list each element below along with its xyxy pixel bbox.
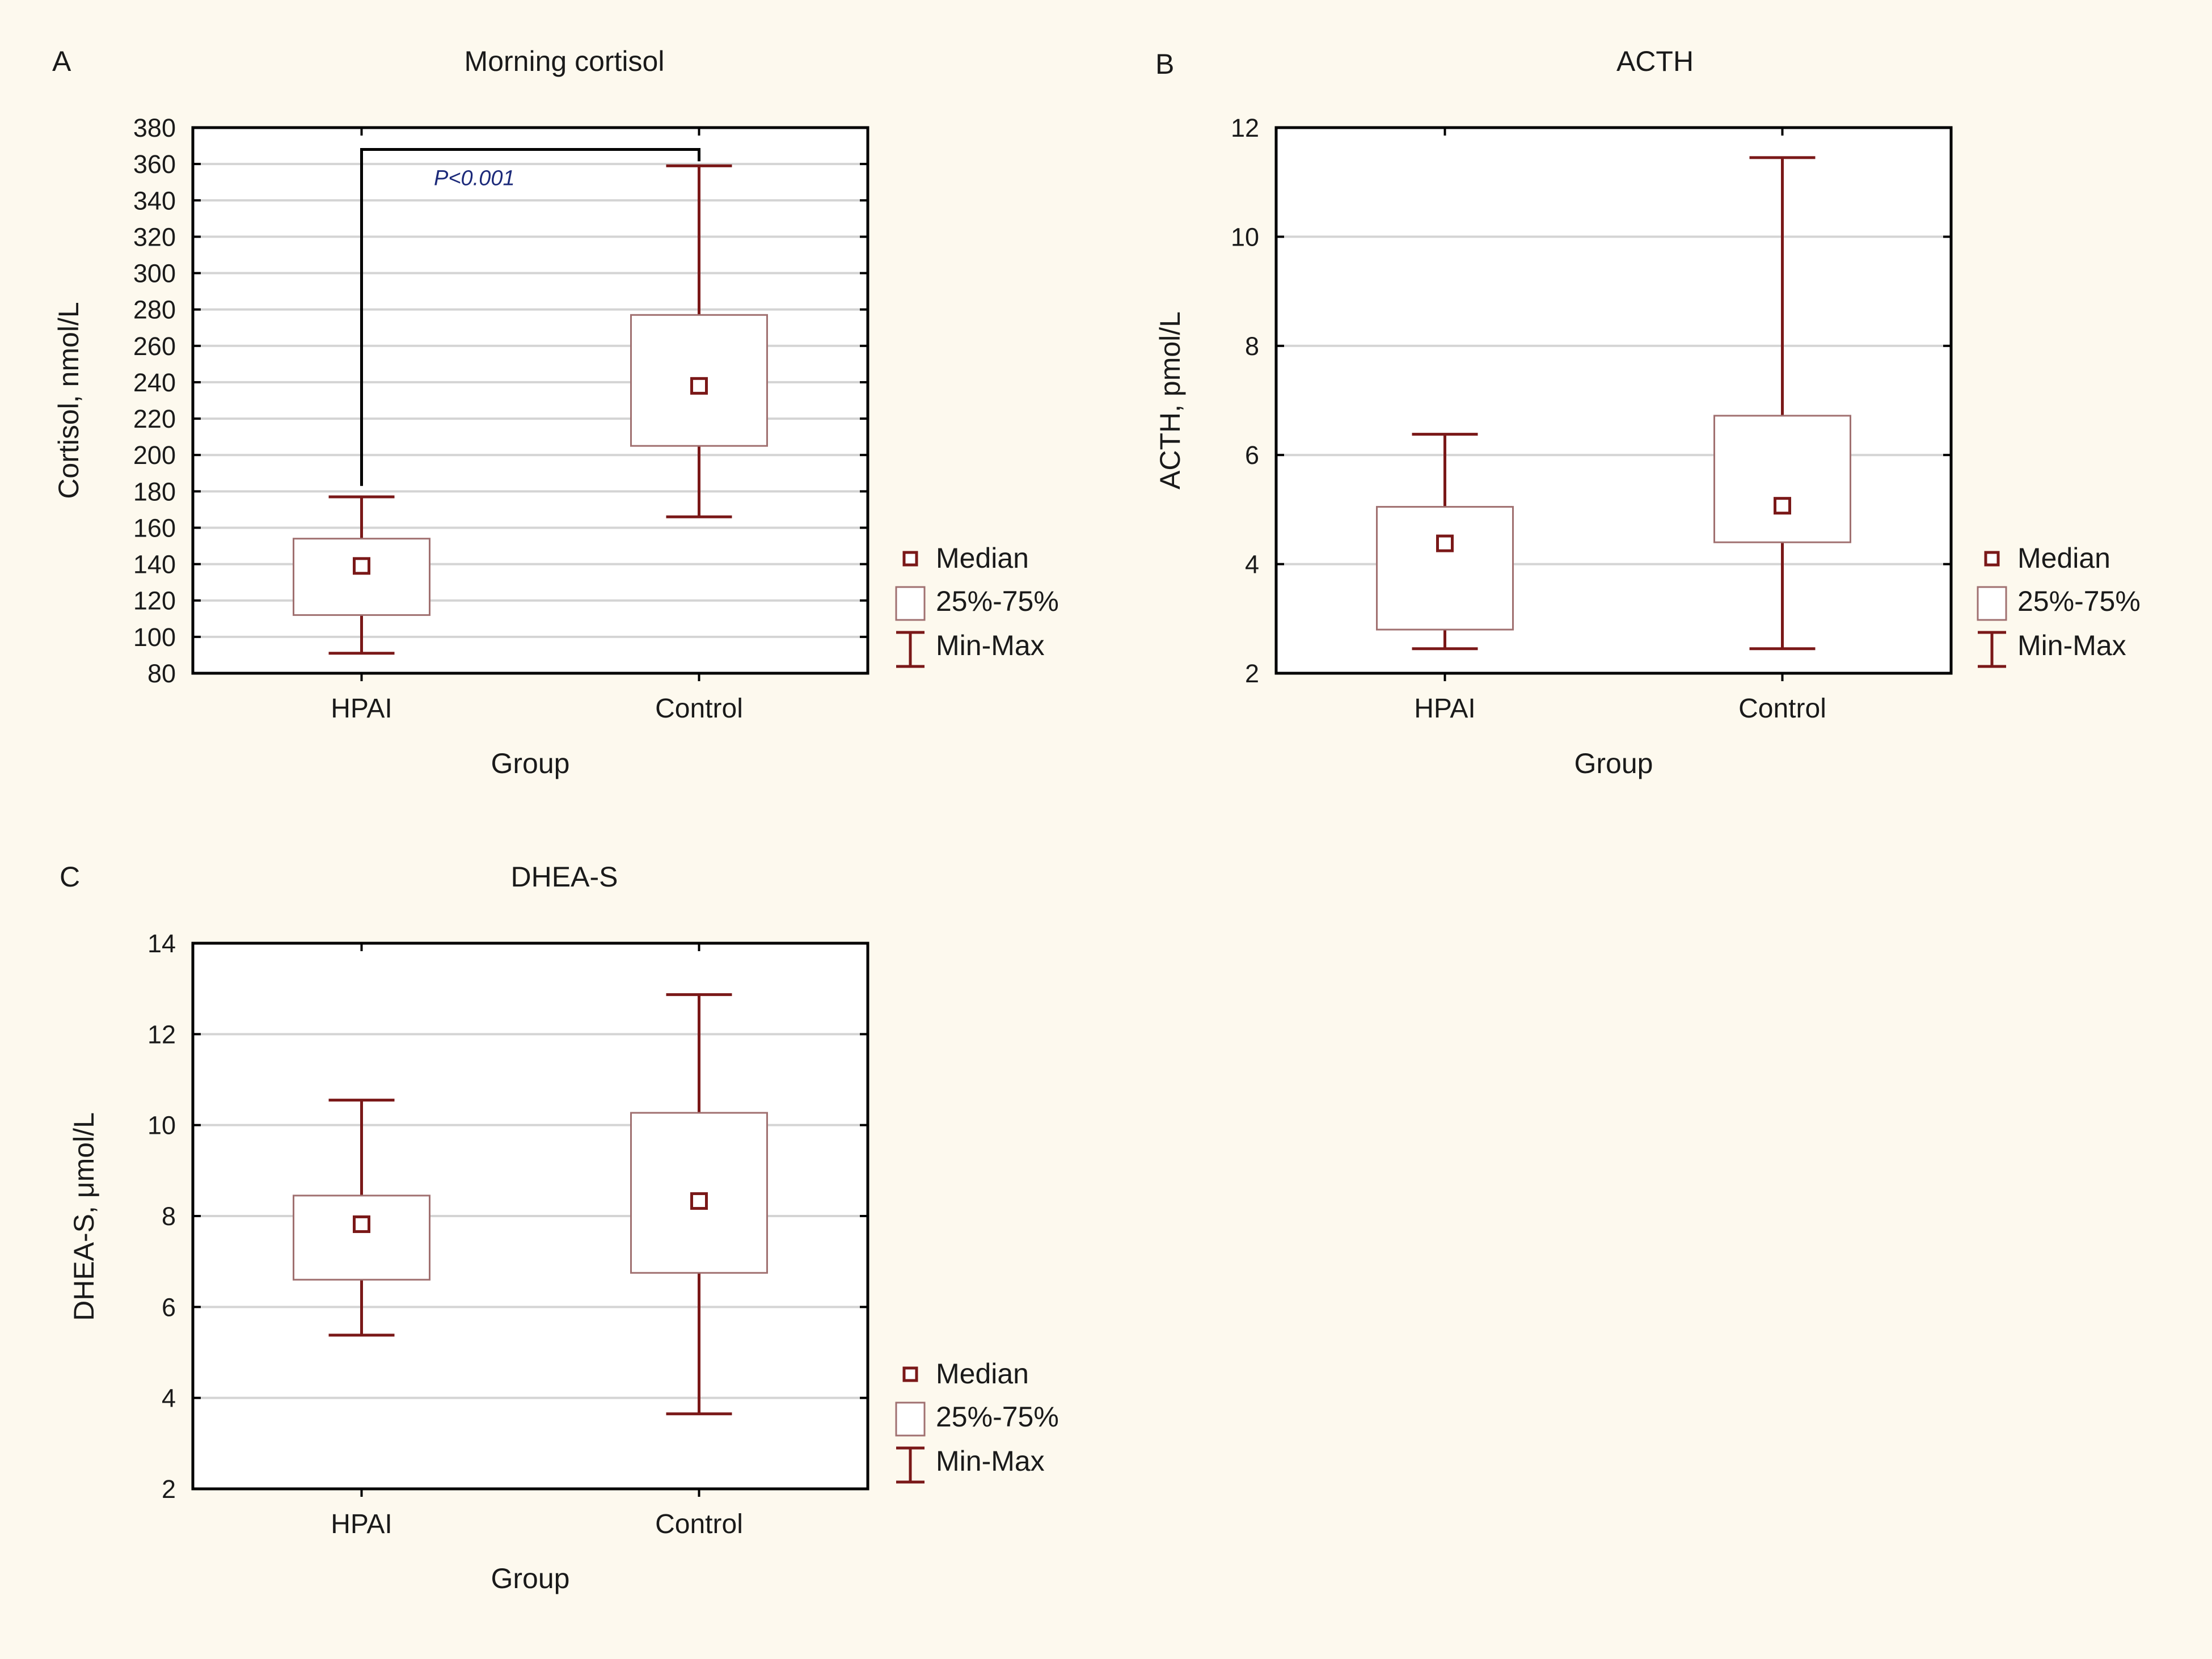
iqr-box (293, 1194, 430, 1281)
y-tick-label: 380 (133, 113, 176, 142)
box-hpai (293, 495, 430, 655)
y-tick-label: 12 (1231, 113, 1259, 142)
y-tick-label: 340 (133, 186, 176, 215)
legend-whisker-label: Min-Max (936, 630, 1045, 661)
median-marker (1436, 534, 1454, 552)
y-tick-label: 4 (162, 1384, 176, 1413)
legend-box-label: 25%-75% (2017, 585, 2141, 617)
y-tick-label: 120 (133, 586, 176, 615)
legend-box-swatch (895, 586, 926, 621)
plot-frame (1274, 126, 1953, 675)
panel-a: A Morning cortisol 80 100 120 140 160 180 200 220… (52, 45, 1059, 779)
y-tick-label: 4 (1245, 550, 1259, 579)
y-tick-label: 8 (162, 1202, 176, 1231)
y-tick-label: 300 (133, 259, 176, 288)
y-tick-label: 220 (133, 404, 176, 433)
legend-median-label: Median (936, 1358, 1029, 1390)
median-marker (690, 1192, 708, 1210)
box-hpai (293, 1099, 430, 1337)
legend-median-label: Median (2017, 542, 2110, 574)
plot-frame (191, 126, 869, 675)
x-tick-label: Control (1738, 694, 1826, 724)
panel-c: C DHEA-S 2 4 6 8 10 12 14 DHEA-S, μmol/L HPAI Contr… (60, 861, 1059, 1594)
median-marker (353, 1215, 370, 1233)
legend: Median 25%-75% Min-Max (895, 542, 1059, 668)
y-tick-label: 280 (133, 296, 176, 324)
legend-median-marker (902, 551, 918, 567)
chart-title: DHEA-S (511, 861, 618, 893)
legend-box-swatch (895, 1402, 926, 1437)
legend-whisker-label: Min-Max (2017, 630, 2126, 661)
iqr-box (1376, 506, 1514, 631)
y-tick-label: 180 (133, 477, 176, 506)
legend: Median 25%-75% Min-Max (1977, 542, 2141, 668)
y-axis-label: DHEA-S, μmol/L (68, 1112, 100, 1321)
y-tick-label: 80 (147, 659, 176, 688)
y-tick-label: 14 (147, 929, 176, 958)
y-axis-label: Cortisol, nmol/L (53, 302, 85, 499)
y-tick-label: 12 (147, 1020, 176, 1049)
legend-median-marker (902, 1366, 918, 1382)
x-axis-label: Group (1574, 748, 1653, 779)
panel-label: B (1155, 48, 1174, 80)
chart-title: Morning cortisol (465, 45, 665, 77)
p-value-annotation: P<0.001 (434, 166, 515, 190)
median-marker (1774, 497, 1791, 515)
x-tick-label: Control (655, 694, 743, 724)
legend-median-marker (1984, 551, 2000, 567)
legend-whisker-label: Min-Max (936, 1445, 1045, 1477)
y-tick-label: 140 (133, 550, 176, 579)
legend-median-label: Median (936, 542, 1029, 574)
y-tick-label: 360 (133, 150, 176, 179)
y-tick-label: 6 (1245, 441, 1259, 470)
legend-box-label: 25%-75% (936, 585, 1059, 617)
y-axis-label: ACTH, pmol/L (1154, 311, 1186, 489)
x-tick-label: HPAI (331, 1509, 392, 1539)
median-marker (690, 377, 708, 395)
panel-label: A (52, 45, 71, 77)
y-tick-label: 10 (147, 1111, 176, 1140)
panel-b: B ACTH 2 4 6 8 10 12 ACTH, pmol/L HPAI Control Grou… (1154, 45, 2141, 779)
x-tick-label: HPAI (1414, 694, 1475, 724)
legend-box-swatch (1977, 586, 2007, 621)
y-tick-label: 2 (1245, 659, 1259, 688)
y-tick-label: 100 (133, 623, 176, 652)
y-tick-label: 160 (133, 513, 176, 542)
iqr-box (293, 538, 430, 616)
panel-label: C (60, 861, 80, 893)
box-control (1713, 156, 1851, 651)
iqr-box (1713, 415, 1851, 543)
legend-box-label: 25%-75% (936, 1401, 1059, 1433)
x-axis-label: Group (491, 1563, 570, 1594)
median-marker (353, 557, 370, 575)
y-tick-label: 260 (133, 332, 176, 361)
y-tick-label: 200 (133, 441, 176, 470)
legend: Median 25%-75% Min-Max (895, 1358, 1059, 1484)
y-tick-label: 10 (1231, 222, 1259, 251)
y-tick-label: 320 (133, 222, 176, 251)
y-tick-label: 2 (162, 1475, 176, 1504)
plot-frame (191, 942, 869, 1491)
x-axis-label: Group (491, 748, 570, 779)
y-tick-label: 6 (162, 1293, 176, 1322)
box-control (630, 164, 768, 518)
chart-title: ACTH (1616, 45, 1694, 77)
x-tick-label: HPAI (331, 694, 392, 724)
box-control (630, 993, 768, 1416)
x-tick-label: Control (655, 1509, 743, 1539)
y-tick-label: 240 (133, 368, 176, 397)
box-hpai (1376, 433, 1514, 651)
significance-bracket (360, 147, 700, 486)
y-tick-label: 8 (1245, 332, 1259, 361)
